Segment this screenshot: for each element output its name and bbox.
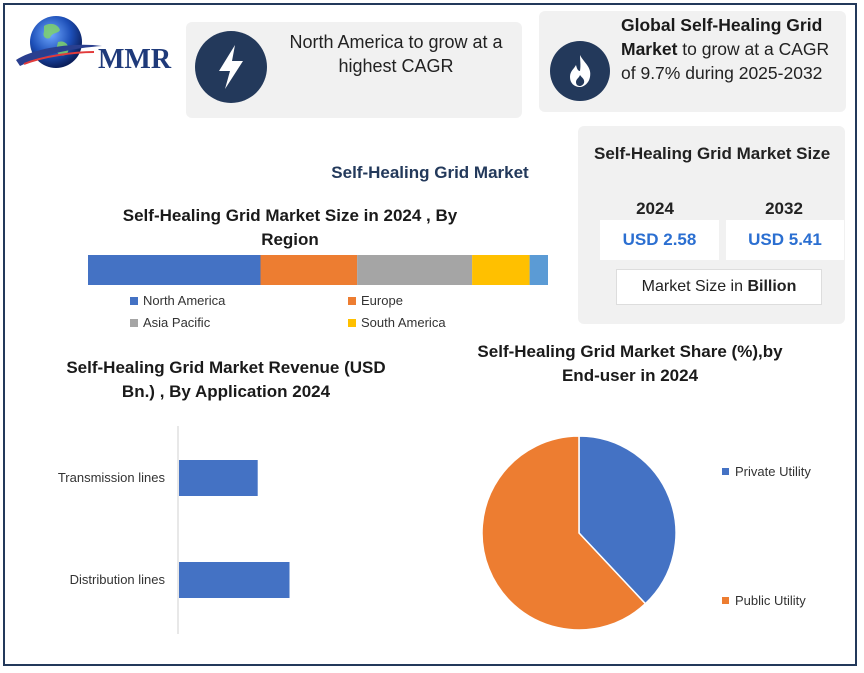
legend-label: North America (143, 293, 226, 308)
global-cagr-detail: to grow at a CAGR of 9.7% during 2025-20… (621, 39, 830, 83)
global-market-name: Global Self-Healing Grid Market (621, 15, 823, 59)
legend-swatch (348, 318, 356, 327)
application-chart-title: Self-Healing Grid Market Revenue (USD Bn… (66, 358, 386, 401)
category-label-transmission-lines: Transmission lines (57, 470, 165, 485)
market-value-2024: USD 2.58 (600, 220, 719, 260)
market-size-title: Self-Healing Grid Market Size (594, 144, 831, 163)
legend-label: Europe (361, 293, 403, 308)
lightning-bolt-icon (195, 31, 267, 103)
unit-prefix: Market Size in (641, 278, 748, 295)
north-america-cagr-text: North America to grow at a highest CAGR (289, 32, 503, 76)
legend-item-asia-pacific: Asia Pacific (130, 315, 210, 330)
legend-swatch (130, 318, 138, 327)
region-segment-south-america (472, 255, 530, 285)
global-cagr-card: Global Self-Healing Grid Market to grow … (539, 11, 846, 112)
market-size-card: Self-Healing Grid Market Size 2024 2032 … (578, 126, 845, 324)
brand-name: MMR (98, 44, 172, 75)
year-2024-label: 2024 (636, 199, 674, 218)
legend-label: Asia Pacific (143, 315, 211, 330)
region-segment-other (529, 255, 548, 285)
end-user-pie-chart (481, 435, 677, 631)
legend-swatch (348, 296, 356, 305)
legend-swatch (130, 296, 138, 305)
unit-bold: Billion (747, 278, 797, 295)
pie-slice-public-utility (481, 435, 647, 631)
globe-icon (16, 16, 102, 68)
application-bar-chart (177, 426, 290, 634)
region-segment-europe (260, 255, 358, 285)
region-segment-north-america (88, 255, 261, 285)
region-stacked-bar-chart (88, 255, 548, 285)
market-size-unit: Market Size in Billion (616, 269, 822, 305)
global-cagr-text: Global Self-Healing Grid Market to grow … (621, 13, 843, 85)
flame-icon (550, 41, 610, 101)
bar-transmission-lines (179, 460, 258, 496)
pie-legend-item-public-utility: Public Utility (722, 593, 806, 608)
legend-label: South America (361, 315, 446, 330)
market-value-2032: USD 5.41 (726, 220, 844, 260)
pie-legend-item-private-utility: Private Utility (722, 464, 811, 479)
legend-item-north-america: North America (130, 293, 225, 308)
legend-label: Private Utility (735, 464, 811, 479)
section-title: Self-Healing Grid Market (331, 163, 529, 182)
pie-slice-private-utility (578, 435, 677, 605)
year-2032-label: 2032 (765, 199, 803, 218)
region-segment-asia-pacific (357, 255, 473, 285)
north-america-highlight-card: North America to grow at a highest CAGR (186, 22, 522, 118)
legend-swatch (722, 468, 729, 475)
region-chart-title: Self-Healing Grid Market Size in 2024 , … (122, 206, 458, 249)
legend-item-europe: Europe (348, 293, 403, 308)
end-user-chart-title: Self-Healing Grid Market Share (%),by En… (477, 342, 783, 385)
bar-distribution-lines (179, 562, 290, 598)
category-label-distribution-lines: Distribution lines (69, 572, 165, 587)
brand-logo: MMR (14, 12, 174, 78)
legend-label: Public Utility (735, 593, 806, 608)
legend-swatch (722, 597, 729, 604)
infographic-frame (3, 3, 857, 666)
legend-item-south-america: South America (348, 315, 446, 330)
